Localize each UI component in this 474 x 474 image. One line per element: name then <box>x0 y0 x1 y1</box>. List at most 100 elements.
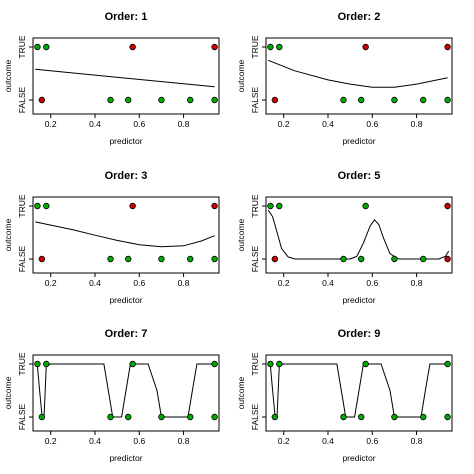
chart-panel: Order: 7 0.2 0.4 0.6 0.8 predictor FALSE TRUE ou… <box>3 328 220 463</box>
data-point <box>362 360 369 368</box>
chart-panel: Order: 9 0.2 0.4 0.6 0.8 predictor FALSE TRUE ou… <box>236 328 453 463</box>
fit-curve <box>268 59 448 88</box>
data-point <box>267 43 274 51</box>
fit-curve <box>35 221 215 248</box>
data-point <box>211 96 218 104</box>
data-point <box>444 255 451 263</box>
data-point <box>271 413 279 421</box>
data-point <box>391 96 398 104</box>
y-axis-label: outcome <box>3 59 13 92</box>
data-point <box>358 96 365 104</box>
y-tick-label: TRUE <box>17 352 27 375</box>
y-tick-label: FALSE <box>250 86 260 113</box>
x-tick-label: 0.2 <box>45 119 57 129</box>
x-tick-label: 0.6 <box>133 119 145 129</box>
data-point <box>129 202 136 210</box>
data-point <box>43 43 50 51</box>
data-point <box>276 43 283 51</box>
x-tick-label: 0.8 <box>178 278 190 288</box>
chart-panel: Order: 3 0.2 0.4 0.6 0.8 predictor FALSE TRUE ou… <box>3 170 220 305</box>
x-tick-label: 0.2 <box>45 278 57 288</box>
data-point <box>340 96 347 104</box>
chart-panel: Order: 5 0.2 0.4 0.6 0.8 predictor FALSE TRUE ou… <box>236 170 453 305</box>
data-point <box>129 360 136 368</box>
data-point <box>444 96 451 104</box>
x-tick-label: 0.6 <box>133 436 145 446</box>
data-point <box>420 413 427 421</box>
data-point <box>34 360 41 368</box>
data-point <box>38 255 46 263</box>
x-axis-label: predictor <box>109 136 142 146</box>
data-point <box>267 360 274 368</box>
y-tick-label: FALSE <box>250 403 260 430</box>
data-point <box>267 202 274 210</box>
data-point <box>43 202 50 210</box>
x-tick-label: 0.8 <box>178 436 190 446</box>
data-point <box>158 255 165 263</box>
x-tick-label: 0.8 <box>411 119 423 129</box>
x-tick-label: 0.8 <box>411 278 423 288</box>
y-axis-label: outcome <box>236 218 246 251</box>
data-point <box>391 255 398 263</box>
y-tick-label: TRUE <box>250 352 260 375</box>
fit-curve <box>267 209 450 260</box>
x-tick-label: 0.2 <box>278 119 290 129</box>
data-point <box>340 413 347 421</box>
data-point <box>38 96 46 104</box>
data-point <box>340 255 347 263</box>
x-tick-label: 0.4 <box>322 278 334 288</box>
data-point <box>444 43 451 51</box>
data-point <box>158 413 165 421</box>
x-axis-label: predictor <box>342 136 375 146</box>
data-point <box>391 413 398 421</box>
x-axis-label: predictor <box>109 453 142 463</box>
chart-panel: Order: 1 0.2 0.4 0.6 0.8 predictor FALSE TRUE ou… <box>3 11 220 146</box>
y-tick-label: TRUE <box>17 35 27 58</box>
y-axis-label: outcome <box>3 376 13 409</box>
y-tick-label: FALSE <box>250 245 260 272</box>
x-axis-label: predictor <box>342 453 375 463</box>
fit-curve <box>35 68 215 88</box>
x-axis-label: predictor <box>109 295 142 305</box>
data-point <box>444 202 451 210</box>
data-point <box>271 96 279 104</box>
data-point <box>187 255 194 263</box>
data-point <box>34 43 41 51</box>
chart-title: Order: 9 <box>338 328 381 340</box>
data-point <box>444 360 451 368</box>
x-tick-label: 0.4 <box>89 119 101 129</box>
data-point <box>187 96 194 104</box>
data-point <box>211 202 218 210</box>
y-axis-label: outcome <box>3 218 13 251</box>
data-point <box>43 360 50 368</box>
y-axis-label: outcome <box>236 376 246 409</box>
chart-title: Order: 7 <box>105 328 148 340</box>
x-tick-label: 0.6 <box>366 119 378 129</box>
x-tick-label: 0.6 <box>133 278 145 288</box>
data-point <box>420 255 427 263</box>
data-point <box>107 413 114 421</box>
chart-title: Order: 2 <box>338 11 381 23</box>
data-point <box>129 43 136 51</box>
x-tick-label: 0.8 <box>411 436 423 446</box>
data-point <box>187 413 194 421</box>
data-point <box>107 96 114 104</box>
data-point <box>271 255 279 263</box>
data-point <box>125 96 132 104</box>
y-tick-label: TRUE <box>250 194 260 217</box>
data-point <box>420 96 427 104</box>
y-tick-label: TRUE <box>250 35 260 58</box>
x-tick-label: 0.4 <box>322 119 334 129</box>
data-point <box>276 202 283 210</box>
data-point <box>107 255 114 263</box>
data-point <box>358 413 365 421</box>
x-tick-label: 0.4 <box>322 436 334 446</box>
data-point <box>38 413 46 421</box>
x-axis-label: predictor <box>342 295 375 305</box>
data-point <box>211 360 218 368</box>
x-tick-label: 0.4 <box>89 436 101 446</box>
chart-title: Order: 5 <box>338 170 381 182</box>
x-tick-label: 0.6 <box>366 278 378 288</box>
fit-curve <box>34 363 215 418</box>
